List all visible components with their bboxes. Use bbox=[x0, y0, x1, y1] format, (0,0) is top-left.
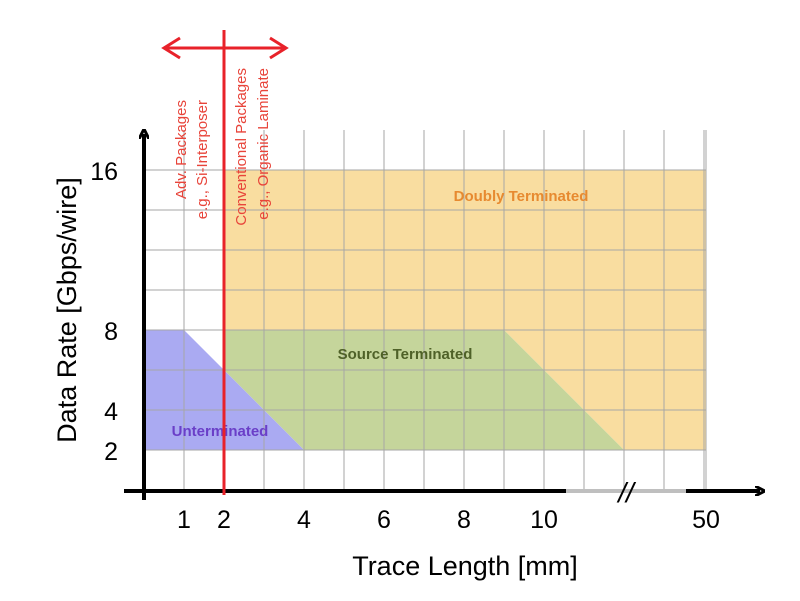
grid-layer bbox=[144, 130, 707, 490]
region-label-unterminated: Unterminated bbox=[172, 423, 269, 440]
x-axis-break-mark: // bbox=[616, 477, 637, 508]
x-tick-label: 1 bbox=[177, 506, 191, 534]
regions-layer bbox=[144, 170, 706, 450]
conventional-packages-label-line-2: e.g., Organic Laminate bbox=[255, 68, 272, 220]
x-tick-label: 6 bbox=[377, 506, 391, 534]
x-tick-label: 50 bbox=[692, 506, 720, 534]
x-tick-label: 10 bbox=[530, 506, 558, 534]
x-tick-label: 4 bbox=[297, 506, 311, 534]
adv-packages-label-line-2: e.g., Si-Interposer bbox=[194, 100, 211, 219]
conventional-packages-label-line-1: Conventional Packages bbox=[233, 68, 250, 226]
adv-packages-label-line-1: Adv. Packages bbox=[173, 100, 190, 199]
y-tick-label: 4 bbox=[104, 398, 118, 426]
y-tick-label: 8 bbox=[104, 318, 118, 346]
y-tick-label: 16 bbox=[90, 158, 118, 186]
y-tick-label: 2 bbox=[104, 438, 118, 466]
x-axis-title: Trace Length [mm] bbox=[352, 551, 578, 581]
x-tick-label: 2 bbox=[217, 506, 231, 534]
x-tick-label: 8 bbox=[457, 506, 471, 534]
region-label-doubly-terminated: Doubly Terminated bbox=[454, 188, 589, 205]
axes-layer: // bbox=[124, 134, 760, 508]
y-axis-title: Data Rate [Gbps/wire] bbox=[52, 177, 82, 443]
arrow-head-left bbox=[161, 36, 181, 60]
arrow-head-right bbox=[269, 36, 289, 60]
region-label-source-terminated: Source Terminated bbox=[338, 346, 473, 363]
